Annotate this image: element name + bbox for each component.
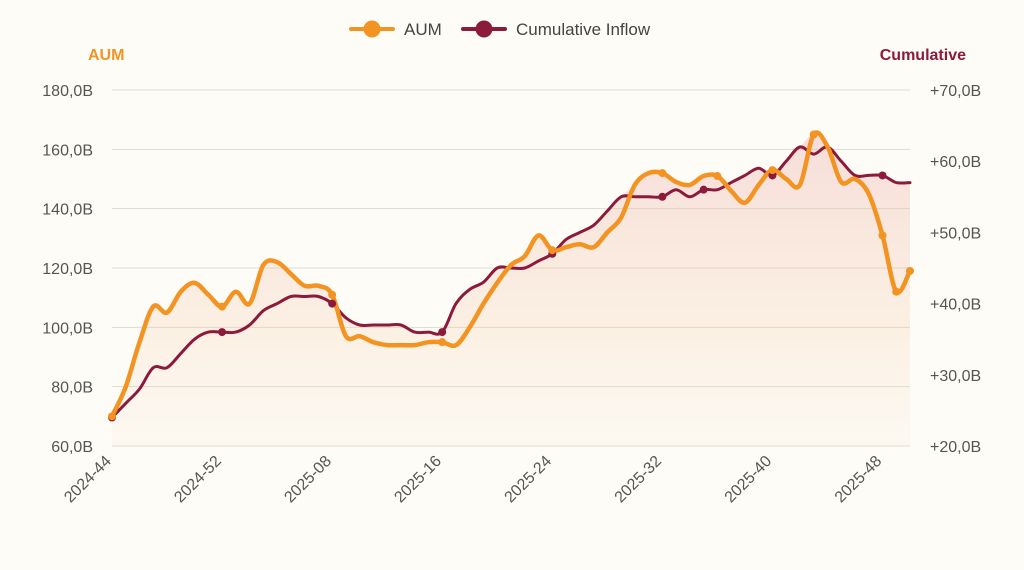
x-tick-label: 2025-24 xyxy=(502,453,556,507)
legend-aum-marker xyxy=(363,20,381,38)
inflow-point[interactable] xyxy=(699,185,708,194)
aum-point[interactable] xyxy=(768,166,777,175)
aum-point[interactable] xyxy=(892,287,901,296)
y-left-tick-label: 160,0B xyxy=(42,142,93,159)
y-left-tick-label: 120,0B xyxy=(42,261,93,278)
legend: AUM Cumulative Inflow xyxy=(349,20,651,39)
inflow-point[interactable] xyxy=(328,299,337,308)
aum-point[interactable] xyxy=(878,231,887,240)
legend-inflow-marker xyxy=(475,20,493,38)
y-left-tick-label: 80,0B xyxy=(51,380,93,397)
legend-aum-label: AUM xyxy=(404,20,442,39)
x-tick-label: 2024-44 xyxy=(61,453,115,507)
aum-point[interactable] xyxy=(809,130,818,139)
x-tick-label: 2025-32 xyxy=(612,453,666,507)
y-left-tick-label: 100,0B xyxy=(42,320,93,337)
x-tick-label: 2025-48 xyxy=(832,453,886,507)
y-right-tick-label: +70,0B xyxy=(930,83,981,100)
x-tick-label: 2024-52 xyxy=(171,453,225,507)
x-tick-label: 2025-08 xyxy=(281,453,335,507)
area-between-series xyxy=(112,134,910,446)
aum-point[interactable] xyxy=(658,169,667,178)
aum-point[interactable] xyxy=(218,302,227,311)
inflow-point[interactable] xyxy=(218,328,227,337)
y-right-tick-label: +40,0B xyxy=(930,297,981,314)
series-line-aum xyxy=(109,130,913,419)
aum-point[interactable] xyxy=(328,290,337,299)
y-right-tick-label: +20,0B xyxy=(930,439,981,456)
y-left-axis-title: AUM xyxy=(88,47,124,64)
y-right-tick-label: +30,0B xyxy=(930,368,981,385)
aum-point[interactable] xyxy=(548,246,557,255)
inflow-point[interactable] xyxy=(878,171,887,180)
series-markers xyxy=(108,130,914,422)
y-right-tick-label: +50,0B xyxy=(930,225,981,242)
y-left-tick-label: 60,0B xyxy=(51,439,93,456)
y-right-axis: +20,0B +30,0B +40,0B +50,0B +60,0B +70,0B xyxy=(930,83,981,456)
inflow-point[interactable] xyxy=(438,328,447,337)
y-right-axis-title: Cumulative xyxy=(880,47,966,64)
y-left-tick-label: 140,0B xyxy=(42,202,93,219)
aum-point[interactable] xyxy=(438,338,447,347)
x-axis: 2024-44 2024-52 2025-08 2025-16 2025-24 2025-… xyxy=(61,453,885,507)
x-tick-label: 2025-40 xyxy=(722,453,776,507)
inflow-point[interactable] xyxy=(658,192,667,201)
legend-item-inflow[interactable]: Cumulative Inflow xyxy=(461,20,651,39)
aum-point[interactable] xyxy=(906,266,914,275)
x-tick-label: 2025-16 xyxy=(391,453,445,507)
y-right-tick-label: +60,0B xyxy=(930,154,981,171)
legend-inflow-label: Cumulative Inflow xyxy=(516,20,651,39)
legend-item-aum[interactable]: AUM xyxy=(349,20,442,39)
aum-point[interactable] xyxy=(713,172,722,181)
aum-point[interactable] xyxy=(108,412,116,421)
y-left-axis: 60,0B 80,0B 100,0B 120,0B 140,0B 160,0B 180,0B xyxy=(42,83,93,456)
y-left-tick-label: 180,0B xyxy=(42,83,93,100)
